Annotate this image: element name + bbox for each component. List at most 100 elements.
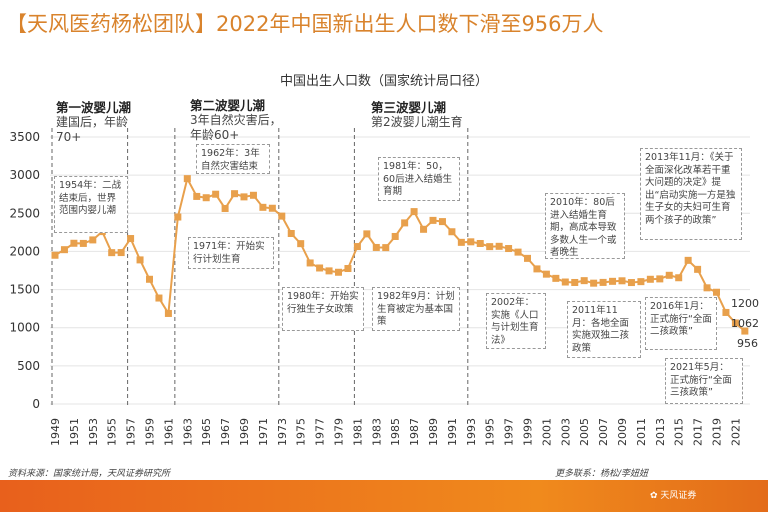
end-label-2021: 1062 (731, 317, 759, 330)
wave-1-label: 第一波婴儿潮 建国后，年龄 70+ (56, 100, 131, 145)
x-tick-label: 1951 (68, 418, 81, 446)
data-point (259, 203, 267, 211)
data-point (627, 279, 635, 287)
data-point (438, 218, 446, 226)
annotation-1954: 1954年：二战结束后，世界范围内婴儿潮 (54, 176, 128, 233)
data-point (656, 275, 664, 283)
data-point (703, 284, 711, 292)
data-point (174, 213, 182, 221)
logo-icon: ✿ (650, 491, 661, 501)
data-point (514, 248, 522, 256)
data-point (127, 235, 135, 243)
y-tick-label: 0 (32, 397, 40, 411)
annotation-2010: 2010年：80后进入结婚生育期，高成本导致多数人生一个或者晚生 (545, 193, 625, 259)
data-point (524, 254, 531, 262)
data-point (335, 268, 342, 276)
data-point (297, 240, 305, 248)
wave-3-name: 第三波婴儿潮 (371, 100, 447, 115)
data-point (741, 327, 749, 335)
wave-3-desc: 第2波婴儿潮生育 (371, 115, 463, 129)
data-point (429, 216, 437, 224)
annotation-2016: 2016年1月：正式施行“全面二孩政策” (645, 297, 717, 350)
data-point (117, 249, 125, 257)
data-point (646, 275, 654, 283)
x-tick-label: 2017 (692, 418, 705, 446)
brand-logo: ✿ 天风证券 (650, 488, 696, 501)
x-tick-label: 1977 (314, 418, 327, 446)
data-point (561, 278, 569, 286)
x-tick-label: 2007 (597, 418, 610, 446)
x-tick-label: 1991 (446, 418, 459, 446)
data-point (457, 238, 465, 246)
data-point (164, 309, 172, 317)
x-tick-label: 1967 (219, 418, 232, 446)
end-label-2020: 1200 (731, 297, 759, 310)
x-tick-label: 1981 (351, 418, 364, 446)
wave-2-name: 第二波婴儿潮 (190, 98, 266, 113)
data-point (391, 232, 399, 240)
x-tick-label: 2019 (711, 418, 724, 446)
x-tick-label: 1957 (125, 418, 138, 446)
annotation-2002: 2002年：实施《人口与计划生育法》 (486, 293, 546, 349)
x-tick-label: 2015 (673, 418, 686, 446)
annotation-1981: 1981年：50，60后进入结婚生育期 (378, 157, 460, 201)
data-point (731, 319, 739, 327)
annotation-2011: 2011年11月：各地全面实施双独二孩政策 (567, 301, 641, 358)
data-point (694, 265, 702, 273)
annotation-1982: 1982年9月：计划生育被定为基本国策 (372, 287, 460, 331)
x-tick-label: 2005 (578, 418, 591, 446)
x-tick-label: 1993 (465, 418, 478, 446)
x-tick-label: 1971 (257, 418, 270, 446)
data-point (231, 190, 239, 198)
data-point (146, 275, 153, 283)
x-tick-label: 1965 (200, 418, 213, 446)
x-tick-label: 1959 (144, 418, 157, 446)
x-tick-label: 2001 (540, 418, 553, 446)
data-point (70, 239, 78, 247)
data-point (212, 190, 220, 198)
annotation-1980: 1980年：开始实行独生子女政策 (282, 287, 364, 331)
x-tick-label: 2013 (654, 418, 667, 446)
data-point (136, 256, 144, 264)
data-point (221, 204, 229, 212)
data-point (590, 279, 598, 287)
data-point (193, 192, 201, 200)
x-tick-label: 1987 (408, 418, 421, 446)
data-point (552, 274, 560, 282)
data-point (533, 265, 541, 273)
x-tick-label: 1979 (333, 418, 346, 446)
logo-text: 天风证券 (660, 491, 697, 501)
data-point (155, 294, 163, 302)
data-point (60, 246, 68, 254)
data-point (476, 239, 484, 247)
footer-bar (0, 480, 768, 512)
data-point (363, 230, 371, 238)
x-tick-label: 1961 (162, 418, 175, 446)
x-tick-label: 1983 (370, 418, 383, 446)
annotation-1962: 1962年：3年自然灾害结束 (196, 144, 270, 174)
wave-3-label: 第三波婴儿潮 第2波婴儿潮生育 (371, 100, 463, 130)
data-point (420, 225, 428, 233)
data-point (89, 236, 97, 244)
data-point (410, 208, 418, 216)
y-tick-label: 1000 (9, 321, 40, 335)
data-point (675, 274, 683, 282)
annotation-2013: 2013年11月：《关于全面深化改革若干重大问题的决定》提出“启动实施一方是独生… (640, 148, 742, 240)
x-tick-label: 2003 (559, 418, 572, 446)
y-tick-label: 1500 (9, 283, 40, 297)
x-tick-label: 1953 (87, 418, 100, 446)
data-point (486, 243, 494, 251)
data-point (684, 256, 692, 264)
data-point (316, 264, 324, 272)
data-point (713, 288, 720, 296)
data-point (108, 249, 116, 257)
data-point (344, 265, 352, 273)
x-tick-label: 1999 (522, 418, 535, 446)
y-tick-label: 3500 (9, 130, 40, 144)
end-label-2022: 956 (737, 337, 758, 350)
data-point (79, 239, 87, 247)
x-tick-label: 2009 (616, 418, 629, 446)
data-point (249, 191, 257, 199)
data-point (325, 267, 333, 275)
